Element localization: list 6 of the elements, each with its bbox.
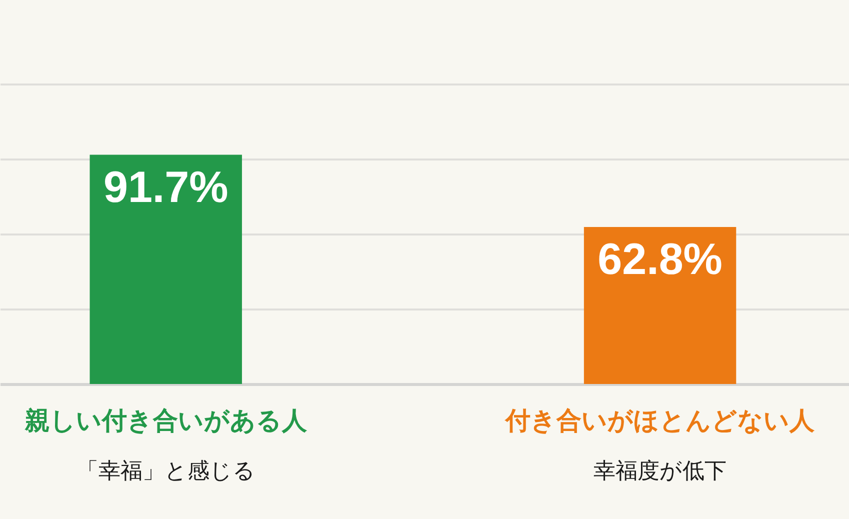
x-tick-label: 親しい付き合いがある人 (24, 406, 308, 435)
text: 幸福度が低下 (594, 459, 727, 484)
x-tick-label: 付き合いがほとんどない人 (504, 406, 816, 435)
data-label: 62.8% (598, 235, 722, 284)
data-label: 91.7% (103, 162, 228, 212)
text: 「幸福」と感じる (76, 459, 256, 484)
